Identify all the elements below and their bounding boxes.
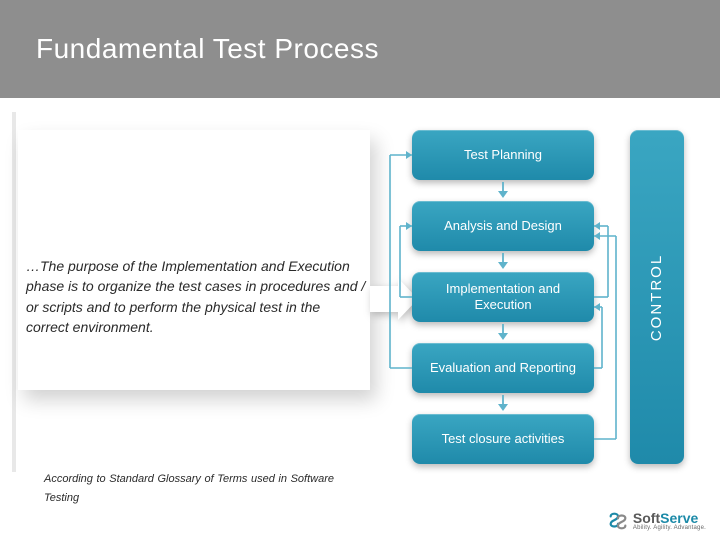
control-box: CONTROL [630,130,684,464]
logo-text: SoftServe Ability. Agility. Advantage. [633,511,706,531]
page-title: Fundamental Test Process [36,33,379,65]
logo-name-soft: Soft [633,510,660,526]
callout-arrow-icon [370,278,418,320]
left-accent-strip [12,112,16,472]
description-text: …The purpose of the Implementation and E… [26,256,366,337]
logo: SoftServe Ability. Agility. Advantage. [607,510,706,532]
down-arrow-icon [496,253,510,269]
down-arrow-icon [496,324,510,340]
header-bar: Fundamental Test Process [0,0,720,98]
logo-mark-icon [607,510,629,532]
logo-tagline: Ability. Agility. Advantage. [633,525,706,531]
stage-box: Test Planning [412,130,594,180]
control-label: CONTROL [649,253,666,340]
stage-box: Evaluation and Reporting [412,343,594,393]
stage-box: Analysis and Design [412,201,594,251]
stage-box: Implementation and Execution [412,272,594,322]
stage-box: Test closure activities [412,414,594,464]
logo-name-serve: Serve [660,510,698,526]
logo-name: SoftServe [633,511,706,525]
down-arrow-icon [496,182,510,198]
down-arrow-icon [496,395,510,411]
source-citation: According to Standard Glossary of Terms … [44,470,334,507]
